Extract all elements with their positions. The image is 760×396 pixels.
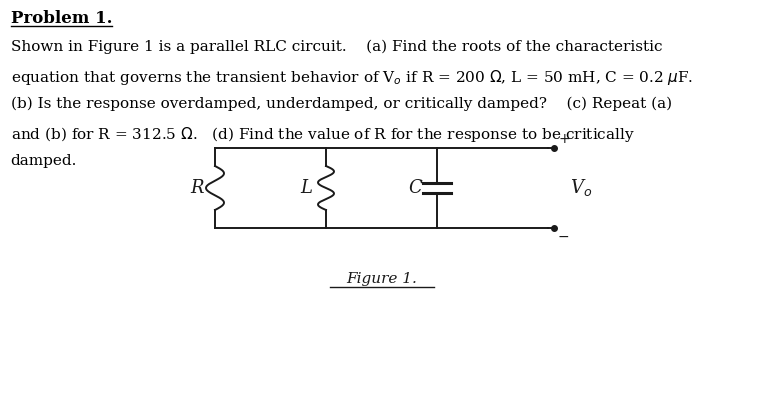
Text: V$_o$: V$_o$ <box>570 177 592 198</box>
Text: Figure 1.: Figure 1. <box>346 272 417 286</box>
Text: R: R <box>190 179 204 197</box>
Text: −: − <box>558 230 570 244</box>
Text: L: L <box>300 179 312 197</box>
Text: equation that governs the transient behavior of V$_o$ if R = 200 $\Omega$, L = 5: equation that governs the transient beha… <box>11 68 693 87</box>
Text: Shown in Figure 1 is a parallel RLC circuit.    (a) Find the roots of the charac: Shown in Figure 1 is a parallel RLC circ… <box>11 40 662 54</box>
Text: C: C <box>408 179 422 197</box>
Text: and (b) for R = 312.5 $\Omega$.   (d) Find the value of R for the response to be: and (b) for R = 312.5 $\Omega$. (d) Find… <box>11 125 635 144</box>
Text: Problem 1.: Problem 1. <box>11 10 112 27</box>
Text: damped.: damped. <box>11 154 77 168</box>
Text: (b) Is the response overdamped, underdamped, or critically damped?    (c) Repeat: (b) Is the response overdamped, underdam… <box>11 97 672 111</box>
Text: +: + <box>558 132 570 146</box>
